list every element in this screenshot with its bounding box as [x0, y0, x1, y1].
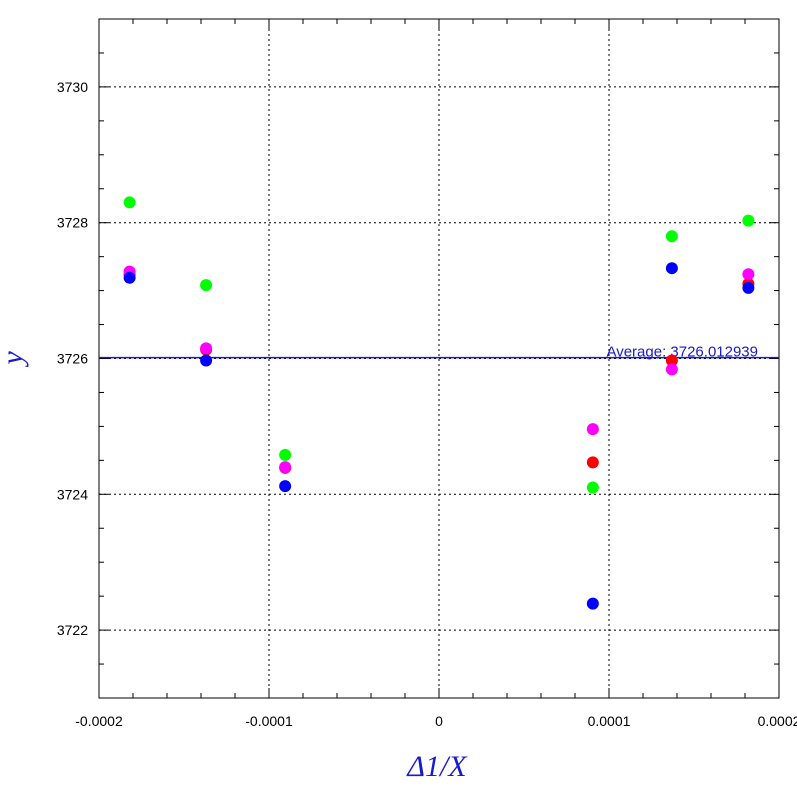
x-tick-label: 0.0002: [758, 713, 797, 729]
y-axis-title: y: [0, 351, 29, 368]
x-tick-label: 0.0001: [588, 713, 631, 729]
y-tick-labels: 3722 3724 3726 3728 3730: [57, 79, 88, 638]
data-point: [586, 597, 599, 610]
data-point: [200, 342, 213, 355]
data-point: [742, 268, 755, 281]
x-tick-label: 0: [435, 713, 443, 729]
data-point: [123, 271, 136, 284]
y-tick-label: 3722: [57, 622, 88, 638]
data-point: [279, 480, 292, 493]
average-label: Average: 3726.012939: [606, 344, 758, 361]
x-axis-title: Δ1/X: [406, 750, 468, 783]
data-point: [586, 481, 599, 494]
data-point: [586, 456, 599, 469]
data-point: [665, 363, 678, 376]
y-tick-label: 3726: [57, 351, 88, 367]
y-tick-label: 3728: [57, 215, 88, 231]
x-tick-label: -0.0001: [245, 713, 293, 729]
y-tick-label: 3730: [57, 79, 88, 95]
x-tick-labels: -0.0002 -0.0001 0 0.0001 0.0002: [75, 713, 797, 729]
data-point: [586, 423, 599, 436]
data-point: [279, 448, 292, 461]
axis-ticks: [98, 18, 780, 699]
y-tick-label: 3724: [57, 486, 88, 502]
data-point: [200, 354, 213, 367]
data-points: [123, 196, 755, 610]
grid: [99, 19, 779, 698]
data-point: [742, 281, 755, 294]
data-point: [123, 196, 136, 209]
data-point: [665, 262, 678, 275]
data-point: [742, 214, 755, 227]
data-point: [665, 230, 678, 243]
data-point: [200, 279, 213, 292]
data-point: [665, 354, 678, 367]
x-tick-label: -0.0002: [75, 713, 123, 729]
data-point: [279, 461, 292, 474]
